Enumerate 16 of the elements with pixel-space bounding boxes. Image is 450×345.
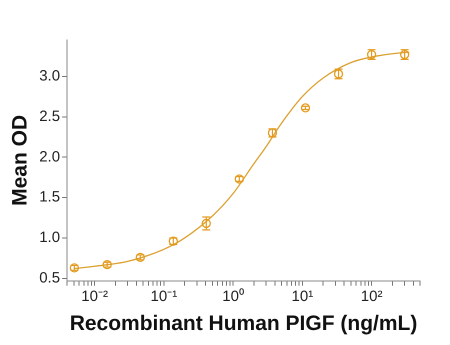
y-tick-label: 2.0 (39, 148, 60, 166)
y-axis-title: Mean OD (8, 114, 32, 206)
x-tick-label: 10⁻¹ (150, 288, 178, 305)
y-tick-label: 1.0 (39, 229, 60, 246)
point (300, 103, 310, 113)
x-tick-label: 10⁰ (222, 288, 244, 305)
y-tick-label: 3.0 (39, 68, 60, 85)
x-axis-title: Recombinant Human PIGF (ng/mL) (70, 312, 418, 336)
y-tick-label: 0.5 (39, 270, 60, 287)
x-tick-label: 10² (360, 288, 382, 305)
y-tick-label: 2.5 (39, 108, 60, 125)
point (102, 260, 112, 270)
x-tick-label: 10¹ (292, 288, 314, 305)
y-tick-label: 1.5 (39, 188, 60, 206)
point (136, 252, 145, 262)
x-tick-label: 10⁻² (81, 288, 108, 305)
